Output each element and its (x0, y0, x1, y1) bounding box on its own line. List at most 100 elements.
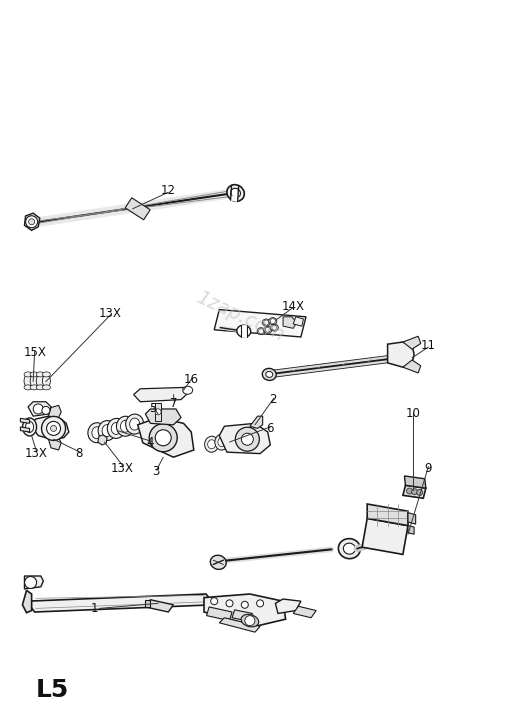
Polygon shape (402, 360, 420, 373)
Circle shape (29, 219, 35, 225)
Circle shape (241, 433, 253, 445)
Polygon shape (204, 594, 285, 626)
Text: 10: 10 (405, 408, 420, 420)
Text: 4: 4 (147, 436, 154, 449)
Circle shape (265, 328, 270, 332)
Polygon shape (48, 438, 61, 450)
Polygon shape (361, 518, 407, 554)
Polygon shape (407, 526, 413, 534)
Circle shape (244, 616, 254, 626)
Circle shape (271, 325, 276, 330)
Ellipse shape (227, 184, 244, 202)
Text: 13X: 13X (24, 447, 47, 460)
Ellipse shape (30, 372, 38, 377)
Circle shape (416, 490, 422, 495)
Polygon shape (232, 610, 252, 621)
Polygon shape (206, 607, 232, 621)
Circle shape (149, 424, 177, 451)
Polygon shape (31, 416, 69, 439)
Polygon shape (145, 600, 150, 607)
Text: 6: 6 (266, 422, 273, 435)
Ellipse shape (268, 318, 276, 325)
Polygon shape (26, 594, 214, 612)
Polygon shape (275, 599, 300, 613)
Ellipse shape (102, 425, 112, 436)
Circle shape (210, 598, 217, 605)
Polygon shape (249, 416, 262, 428)
Ellipse shape (236, 325, 250, 337)
Ellipse shape (30, 374, 38, 387)
Circle shape (41, 416, 66, 441)
Circle shape (24, 577, 37, 588)
Circle shape (411, 489, 417, 495)
Circle shape (46, 421, 61, 436)
Polygon shape (20, 427, 30, 432)
Ellipse shape (204, 436, 218, 452)
Polygon shape (24, 576, 43, 589)
Text: 8: 8 (75, 447, 82, 460)
Circle shape (235, 427, 259, 451)
Polygon shape (402, 336, 420, 349)
Ellipse shape (270, 324, 278, 331)
Circle shape (263, 320, 268, 325)
Ellipse shape (223, 432, 237, 448)
Polygon shape (404, 476, 425, 488)
Ellipse shape (24, 385, 32, 390)
Circle shape (25, 216, 38, 228)
Ellipse shape (257, 328, 265, 335)
Polygon shape (145, 409, 181, 425)
Polygon shape (219, 618, 260, 632)
Ellipse shape (98, 420, 116, 441)
Polygon shape (98, 435, 107, 445)
Ellipse shape (25, 421, 34, 433)
Polygon shape (282, 317, 296, 328)
Ellipse shape (42, 372, 50, 377)
Ellipse shape (36, 385, 44, 390)
Ellipse shape (42, 385, 50, 390)
Polygon shape (240, 325, 246, 337)
Polygon shape (20, 418, 30, 423)
Text: 13X: 13X (111, 462, 133, 474)
Bar (125, 198, 150, 220)
Circle shape (270, 319, 275, 323)
Circle shape (33, 404, 43, 414)
Circle shape (225, 600, 233, 607)
Ellipse shape (111, 423, 121, 434)
Ellipse shape (343, 543, 355, 554)
Polygon shape (137, 418, 193, 457)
Polygon shape (230, 196, 238, 202)
Text: 16: 16 (183, 373, 199, 386)
Text: 9: 9 (424, 462, 431, 474)
Polygon shape (293, 317, 303, 326)
Polygon shape (293, 606, 316, 618)
Text: L5: L5 (36, 678, 69, 702)
Text: 1: 1 (91, 602, 98, 615)
Ellipse shape (226, 436, 234, 444)
Polygon shape (28, 402, 51, 416)
Ellipse shape (30, 385, 38, 390)
Text: 15X: 15X (23, 346, 46, 359)
Circle shape (155, 430, 171, 446)
Ellipse shape (24, 372, 32, 377)
Text: 2: 2 (269, 393, 276, 406)
Polygon shape (214, 310, 305, 337)
Ellipse shape (24, 374, 32, 387)
Text: 5: 5 (149, 402, 156, 415)
Polygon shape (24, 213, 40, 230)
Circle shape (42, 406, 50, 415)
Ellipse shape (262, 319, 270, 326)
Ellipse shape (214, 434, 229, 450)
Ellipse shape (36, 372, 44, 377)
Ellipse shape (92, 427, 102, 438)
Text: 7: 7 (169, 397, 177, 410)
Circle shape (406, 488, 412, 494)
Circle shape (258, 329, 263, 333)
Ellipse shape (230, 189, 240, 197)
Ellipse shape (241, 614, 258, 627)
Polygon shape (22, 590, 32, 613)
Ellipse shape (107, 418, 125, 438)
Polygon shape (145, 600, 173, 612)
Text: 3: 3 (152, 465, 159, 478)
Ellipse shape (182, 386, 192, 395)
Text: 1zap.com: 1zap.com (192, 288, 286, 346)
